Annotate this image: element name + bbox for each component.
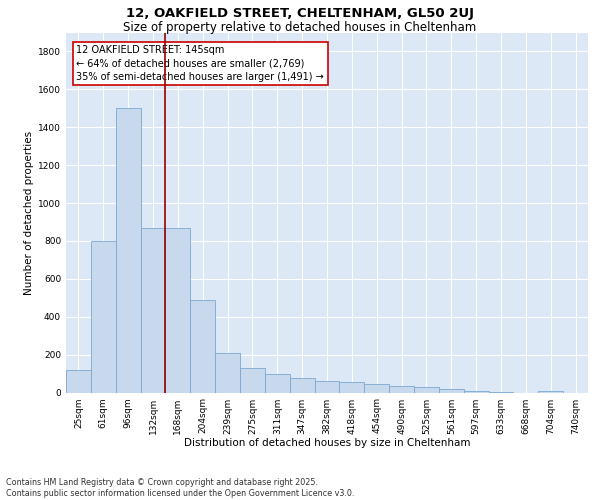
X-axis label: Distribution of detached houses by size in Cheltenham: Distribution of detached houses by size … [184, 438, 470, 448]
Text: Size of property relative to detached houses in Cheltenham: Size of property relative to detached ho… [124, 21, 476, 34]
Bar [140, 228, 166, 392]
Bar [190, 300, 215, 392]
Text: Contains HM Land Registry data © Crown copyright and database right 2025.
Contai: Contains HM Land Registry data © Crown c… [6, 478, 355, 498]
Bar [91, 241, 116, 392]
Bar [314, 381, 340, 392]
Bar [166, 228, 190, 392]
Bar [66, 370, 91, 392]
Bar [265, 374, 290, 392]
Text: 12 OAKFIELD STREET: 145sqm
← 64% of detached houses are smaller (2,769)
35% of s: 12 OAKFIELD STREET: 145sqm ← 64% of deta… [76, 45, 324, 82]
Bar [215, 352, 240, 393]
Bar [538, 390, 563, 392]
Y-axis label: Number of detached properties: Number of detached properties [24, 130, 34, 294]
Bar [414, 387, 439, 392]
Bar [240, 368, 265, 392]
Bar [290, 378, 314, 392]
Bar [464, 390, 488, 392]
Bar [389, 386, 414, 392]
Bar [364, 384, 389, 392]
Bar [116, 108, 140, 393]
Text: 12, OAKFIELD STREET, CHELTENHAM, GL50 2UJ: 12, OAKFIELD STREET, CHELTENHAM, GL50 2U… [126, 8, 474, 20]
Bar [439, 388, 464, 392]
Bar [340, 382, 364, 392]
